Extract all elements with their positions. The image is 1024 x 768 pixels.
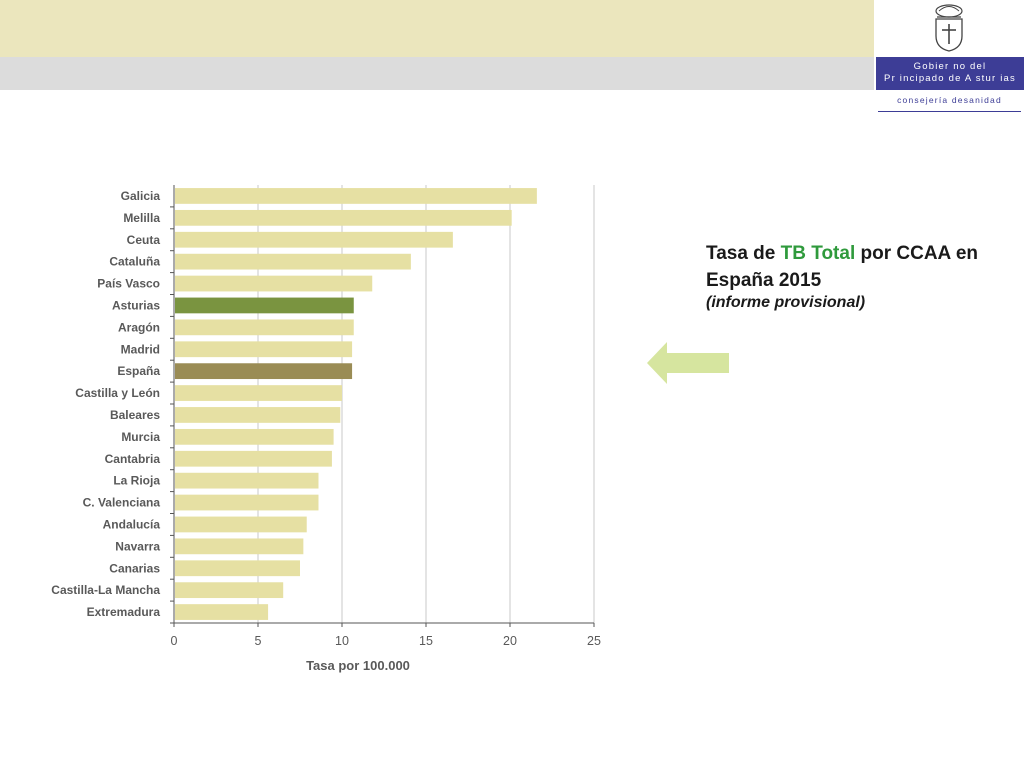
category-label: Melilla bbox=[123, 211, 160, 225]
x-tick-label: 5 bbox=[255, 634, 262, 648]
government-line-2: Pr incipado de A stur ias bbox=[884, 73, 1016, 84]
left-arrow-icon bbox=[647, 342, 729, 384]
category-label: C. Valenciana bbox=[83, 496, 161, 510]
chart-bar bbox=[175, 407, 341, 423]
chart-bar bbox=[175, 560, 300, 577]
category-label: Ceuta bbox=[127, 233, 161, 247]
chart-bar bbox=[175, 582, 284, 599]
chart-bar bbox=[175, 363, 353, 380]
chart-bar bbox=[175, 253, 411, 270]
chart-bar bbox=[175, 341, 353, 358]
x-tick-label: 0 bbox=[171, 634, 178, 648]
chart-bar bbox=[175, 275, 373, 292]
category-label: Canarias bbox=[109, 561, 160, 575]
chart-bar bbox=[175, 494, 319, 511]
category-label: Castilla y León bbox=[75, 386, 160, 400]
category-label: Cantabria bbox=[105, 452, 161, 466]
category-label: Madrid bbox=[121, 342, 160, 356]
x-tick-label: 15 bbox=[419, 634, 433, 648]
chart-bar bbox=[175, 385, 342, 401]
category-label: Aragón bbox=[118, 320, 160, 334]
header-band bbox=[0, 0, 874, 57]
chart-bar bbox=[175, 516, 307, 533]
x-tick-label: 10 bbox=[335, 634, 349, 648]
chart-bar bbox=[175, 188, 537, 204]
category-label: Castilla-La Mancha bbox=[51, 583, 160, 597]
chart-bar bbox=[175, 297, 354, 314]
department-underline bbox=[878, 111, 1021, 112]
chart-bar bbox=[175, 428, 334, 445]
chart-title-suffix: por CCAA en España 2015 bbox=[706, 243, 979, 291]
bar-chart: Galicia Melilla Ceuta Cataluña País Vasco Ast… bbox=[51, 185, 601, 673]
category-label: Extremadura bbox=[87, 605, 161, 619]
category-label: Asturias bbox=[112, 298, 160, 312]
category-label: Andalucía bbox=[103, 517, 161, 531]
x-axis-title: Tasa por 100.000 bbox=[306, 658, 410, 673]
chart-bar bbox=[175, 538, 304, 555]
header-subband bbox=[0, 57, 874, 90]
category-label: Cataluña bbox=[109, 255, 160, 269]
chart-bar bbox=[175, 209, 512, 226]
category-label: Galicia bbox=[121, 189, 161, 203]
chart-title: Tasa de TB Total por CCAA en España 2015 bbox=[706, 240, 1006, 294]
department-label: consejería desanidad bbox=[897, 95, 1002, 105]
government-line-1: Gobier no del bbox=[913, 61, 987, 72]
chart-title-highlight: TB Total bbox=[780, 243, 856, 264]
chart-subtitle: (informe provisional) bbox=[706, 294, 866, 311]
government-label: Gobier no del Pr incipado de A stur ias bbox=[876, 57, 1024, 90]
category-label: Murcia bbox=[121, 430, 160, 444]
category-label: Navarra bbox=[115, 539, 160, 553]
x-tick-label: 20 bbox=[503, 634, 517, 648]
chart-bar bbox=[175, 604, 269, 620]
chart-bar bbox=[175, 472, 319, 489]
category-label: País Vasco bbox=[97, 277, 160, 291]
category-label: La Rioja bbox=[113, 474, 160, 488]
x-tick-label: 25 bbox=[587, 634, 601, 648]
chart-bar bbox=[175, 319, 354, 336]
chart-bar bbox=[175, 450, 332, 467]
chart-title-prefix: Tasa de bbox=[706, 243, 781, 264]
category-label: Baleares bbox=[110, 408, 160, 422]
coat-of-arms-icon bbox=[935, 4, 963, 52]
chart-bar bbox=[175, 231, 453, 248]
category-label: España bbox=[117, 364, 160, 378]
